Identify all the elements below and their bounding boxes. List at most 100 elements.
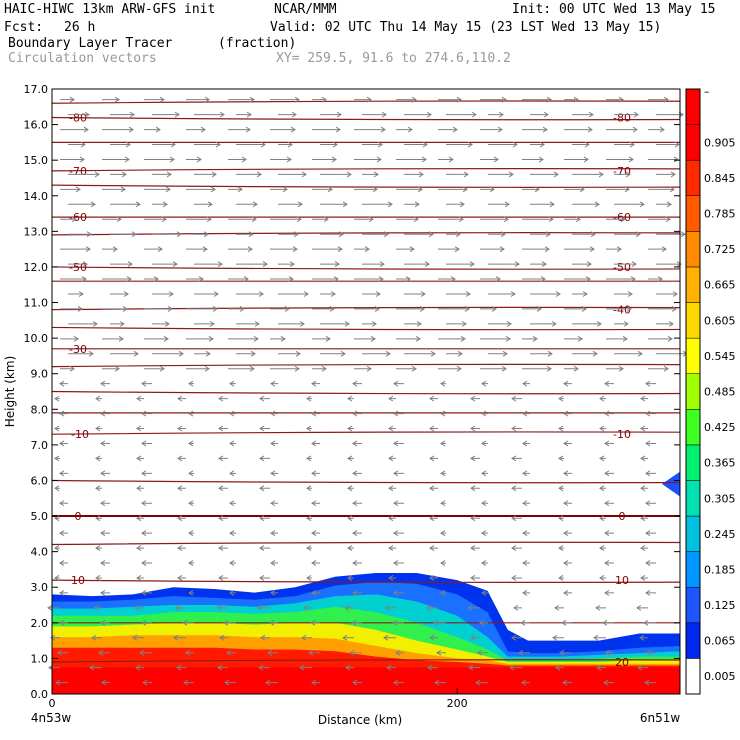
vector-arrow: [229, 500, 236, 507]
vector-arrow: [522, 410, 530, 417]
vector-arrow: [392, 619, 404, 626]
vector-arrow: [404, 291, 426, 297]
vector-arrow: [352, 470, 362, 477]
vector-arrow: [320, 261, 340, 268]
vector-arrow: [218, 455, 228, 462]
vector-arrow: [639, 634, 648, 641]
vector-arrow: [470, 425, 480, 432]
vector-arrow: [352, 440, 362, 447]
vector-arrow: [100, 500, 110, 507]
vector-arrow: [477, 649, 488, 656]
vector-arrow: [95, 485, 102, 492]
vector-arrow: [393, 380, 404, 387]
vector-arrow: [429, 634, 438, 641]
vector-arrow: [320, 231, 344, 238]
vector-arrow: [446, 320, 467, 327]
vector-arrow: [606, 126, 638, 133]
vector-arrow: [352, 500, 362, 507]
vector-arrow: [396, 126, 413, 133]
vector-arrow: [228, 306, 245, 312]
vector-arrow: [68, 291, 84, 297]
vector-arrow: [301, 634, 312, 641]
vector-arrow: [530, 171, 559, 178]
vector-arrow: [563, 470, 572, 477]
colorbar-top-label: –: [704, 85, 710, 98]
vector-arrow: [354, 276, 384, 282]
vector-arrow: [228, 246, 253, 253]
vector-arrow: [60, 306, 83, 312]
vector-arrow: [522, 246, 550, 253]
vector-arrow: [393, 440, 404, 447]
vector-arrow: [386, 664, 396, 671]
vector-arrow: [312, 216, 329, 223]
vector-arrow: [648, 306, 677, 312]
vector-arrow: [152, 291, 174, 297]
vector-arrow: [144, 126, 161, 133]
vector-arrow: [648, 156, 679, 163]
vector-arrow: [552, 634, 564, 641]
tracer-layer-core: [52, 667, 680, 694]
vector-arrow: [59, 560, 68, 566]
vector-arrow: [645, 470, 656, 477]
vector-arrow: [95, 515, 102, 522]
vector-arrow: [100, 560, 110, 566]
vector-arrow: [312, 96, 327, 103]
vector-arrow: [404, 350, 436, 357]
colorbar-cell: [685, 373, 701, 410]
vector-arrow: [68, 320, 98, 327]
vector-arrow: [188, 440, 194, 447]
colorbar-label: 0.125: [704, 599, 736, 612]
vector-arrow: [604, 440, 614, 447]
vector-arrow: [270, 590, 278, 596]
vector-arrow: [438, 216, 464, 223]
vector-arrow: [91, 634, 102, 641]
vector-arrow: [60, 156, 85, 163]
vector-arrow: [188, 530, 194, 537]
vector-arrow: [347, 515, 354, 522]
vector-arrow: [396, 156, 427, 163]
vector-arrow: [352, 530, 362, 537]
vector-arrow: [311, 679, 320, 686]
vector-arrow: [95, 395, 102, 402]
isotherm-line: [51, 659, 681, 663]
vector-arrow: [236, 111, 252, 118]
vector-arrow: [311, 470, 320, 477]
isotherm-label: -80: [69, 111, 87, 124]
vector-arrow: [259, 485, 270, 492]
vector-arrow: [136, 455, 144, 462]
vector-arrow: [60, 126, 89, 133]
vector-arrow: [354, 96, 372, 103]
vector-arrow: [522, 186, 540, 193]
vector-arrow: [349, 649, 362, 656]
vector-arrow: [470, 634, 480, 641]
vector-arrow: [480, 246, 505, 253]
isotherm-line: [51, 541, 681, 546]
vector-arrow: [351, 619, 362, 626]
colorbar-cell: [685, 444, 701, 481]
vector-arrow: [141, 560, 152, 566]
vector-arrow: [362, 111, 387, 118]
vector-arrow: [388, 515, 396, 522]
vector-arrow: [604, 590, 614, 596]
vector-arrow: [438, 96, 462, 103]
vector-arrow: [144, 156, 175, 163]
vector-arrow: [480, 365, 507, 372]
vector-arrow: [440, 410, 446, 417]
vector-arrow: [102, 276, 132, 282]
vector-arrow: [656, 291, 678, 297]
vector-arrow: [100, 590, 110, 596]
vector-arrow: [429, 485, 438, 492]
vector-arrow: [228, 335, 259, 342]
vector-arrow: [68, 231, 92, 238]
vector-arrow: [59, 410, 68, 417]
colorbar-label: 0.665: [704, 279, 736, 292]
vector-arrow: [110, 231, 137, 238]
vector-arrow: [320, 291, 336, 297]
vector-arrow: [564, 306, 587, 312]
isotherm-label: -10: [71, 428, 89, 441]
vector-arrow: [102, 126, 134, 133]
isotherm-line: [51, 232, 681, 236]
vector-arrow: [388, 425, 396, 432]
isotherm-label: 20: [615, 656, 629, 669]
vector-arrow: [186, 126, 206, 133]
